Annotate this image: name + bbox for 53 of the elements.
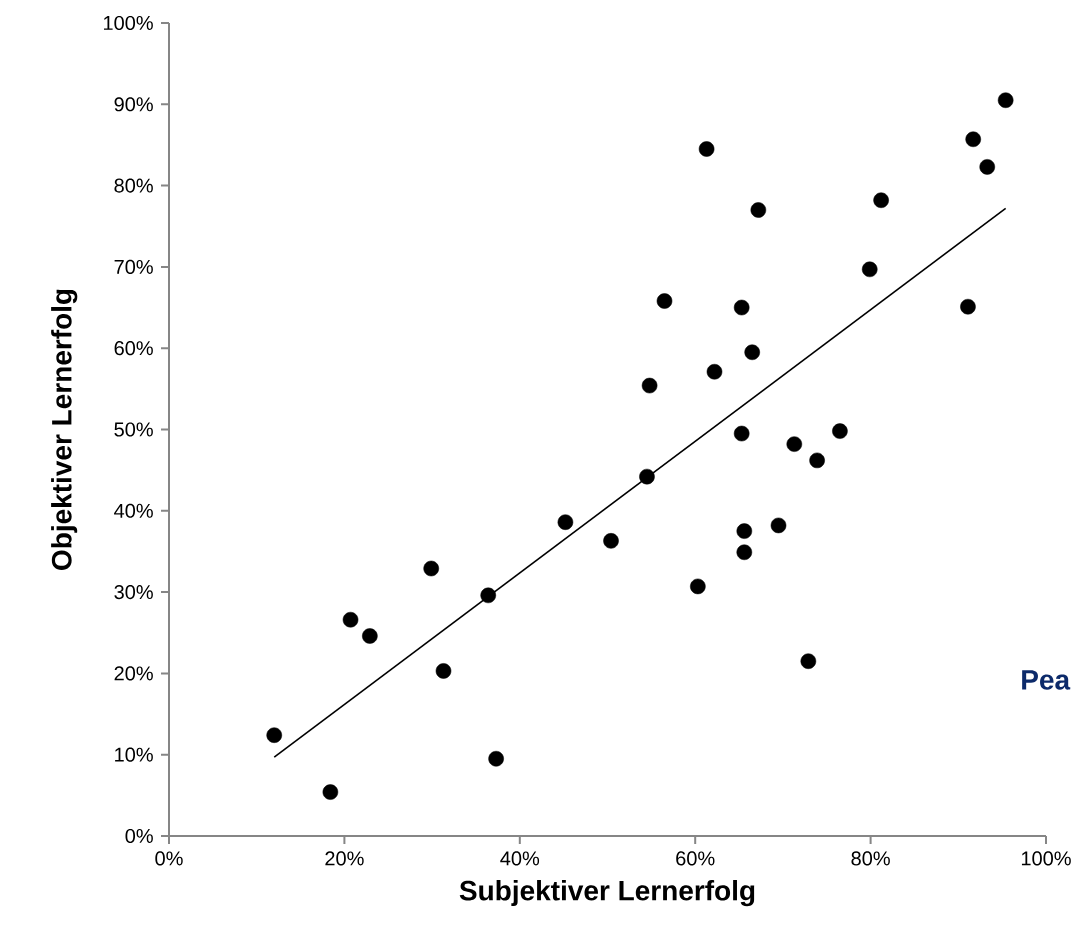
point	[786, 436, 803, 452]
y-tick-label: 70%	[114, 259, 153, 274]
point	[733, 425, 750, 442]
x-axis-title: Subjektiver Lernerfolg	[459, 880, 755, 907]
point	[736, 544, 753, 561]
point	[770, 517, 787, 534]
point	[997, 92, 1014, 108]
x-tick-label: 60%	[676, 851, 715, 866]
point	[698, 141, 715, 157]
point	[342, 611, 359, 628]
point	[733, 299, 750, 316]
point	[423, 560, 439, 577]
point	[488, 750, 504, 767]
point	[832, 423, 848, 439]
point	[736, 523, 753, 539]
point	[750, 202, 767, 218]
point	[362, 628, 378, 644]
y-tick-label: 90%	[114, 97, 153, 112]
point	[641, 377, 658, 394]
point	[744, 344, 760, 361]
point	[266, 727, 283, 743]
y-tick-label: 0%	[125, 828, 153, 844]
annotation: Pea	[1022, 670, 1071, 690]
point	[861, 261, 878, 278]
x-tick-label: 80%	[851, 851, 890, 866]
point	[603, 533, 619, 549]
point	[322, 784, 339, 800]
y-tick-label: 50%	[114, 422, 153, 437]
x-tick-label: 0%	[155, 851, 183, 866]
x-tick-label: 40%	[500, 851, 540, 866]
x-tick-label: 100%	[1021, 851, 1071, 866]
y-tick-label: 40%	[114, 503, 153, 518]
point	[656, 293, 673, 309]
y-tick-label: 10%	[115, 747, 153, 762]
point	[480, 587, 496, 604]
y-tick-label: 60%	[114, 341, 153, 356]
point	[809, 452, 825, 469]
point	[965, 131, 981, 148]
point	[960, 298, 976, 315]
point	[639, 468, 655, 485]
point	[873, 192, 889, 208]
point	[800, 653, 817, 669]
point	[690, 578, 706, 595]
point	[706, 364, 723, 380]
point	[557, 514, 574, 530]
point	[435, 663, 452, 679]
y-tick-label: 30%	[114, 585, 153, 600]
x-tick-label: 20%	[325, 851, 364, 866]
y-tick-label: 80%	[114, 178, 153, 193]
y-axis-title: Objektiver Lernerfolg	[51, 289, 78, 570]
y-tick-label: 20%	[114, 666, 153, 681]
point	[979, 159, 996, 175]
y-tick-label: 100%	[104, 15, 153, 31]
